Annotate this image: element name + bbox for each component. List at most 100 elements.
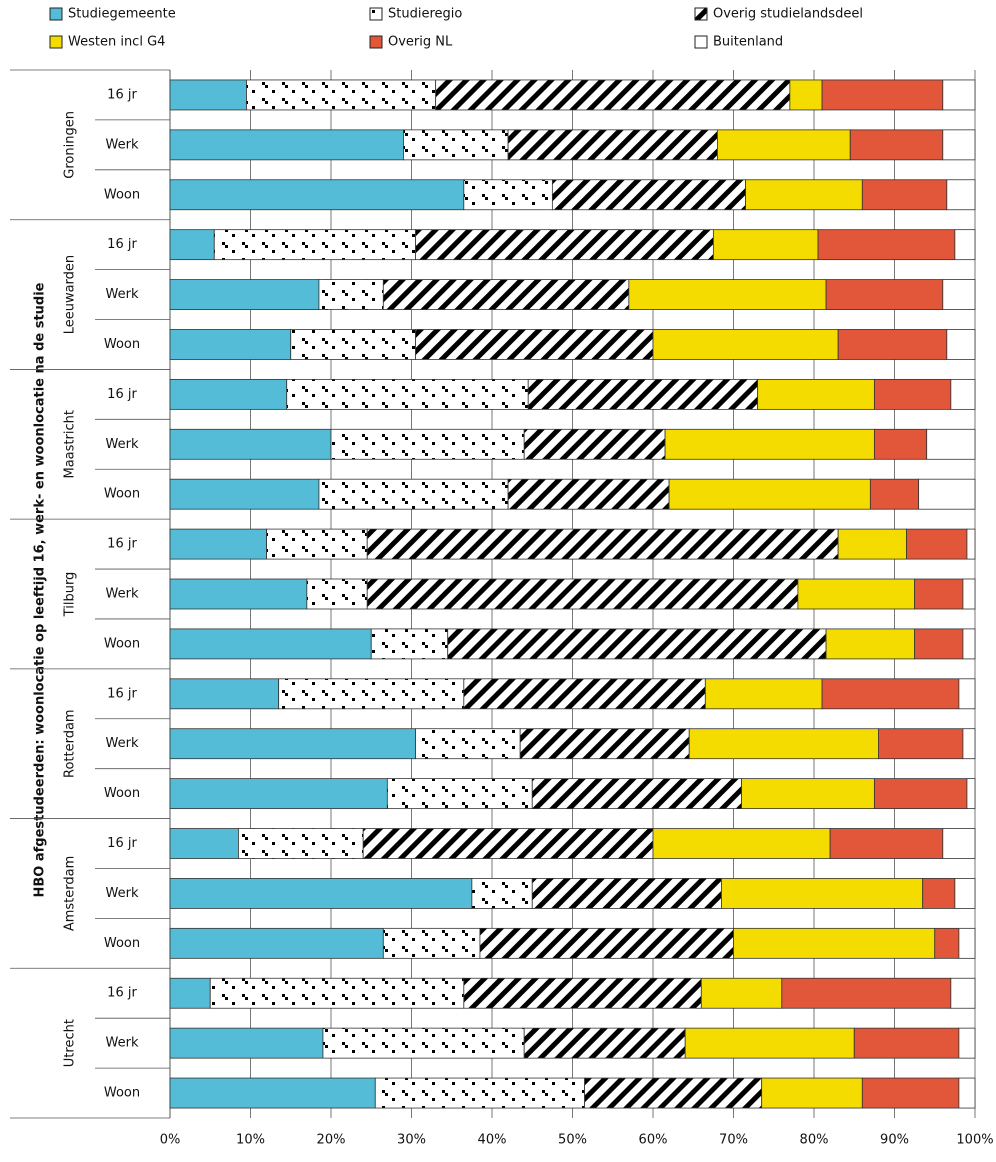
bar-segment bbox=[551, 179, 746, 211]
bar-segment bbox=[914, 628, 964, 660]
category-label: Woon bbox=[104, 786, 140, 801]
bar-segment bbox=[652, 329, 839, 360]
bar-segment bbox=[946, 179, 976, 211]
y-axis-title: HBO afgestudeerden: woonlocatie op leeft… bbox=[33, 282, 48, 897]
x-tick-label: 20% bbox=[317, 1133, 346, 1148]
bar-segment bbox=[757, 378, 875, 410]
category-label: Werk bbox=[106, 1036, 139, 1051]
bar-segment bbox=[471, 878, 533, 909]
bar-segment bbox=[958, 927, 976, 959]
bar-segment bbox=[479, 927, 734, 959]
bar-segment bbox=[362, 828, 654, 859]
bar-segment bbox=[942, 129, 976, 161]
bar-segment bbox=[507, 129, 718, 161]
bar-segment bbox=[169, 528, 267, 560]
bar-segment bbox=[873, 778, 968, 810]
category-label: 16 jr bbox=[107, 87, 137, 102]
bar-segment bbox=[926, 428, 976, 460]
bar-segment bbox=[861, 179, 948, 211]
bar-segment bbox=[415, 329, 654, 360]
x-tick-label: 80% bbox=[800, 1133, 829, 1148]
bar-segment bbox=[527, 378, 759, 410]
bar-segment bbox=[238, 828, 364, 859]
bar-segment bbox=[922, 878, 956, 909]
bar-segment bbox=[415, 728, 521, 760]
bar-segment bbox=[821, 79, 944, 111]
bar-segment bbox=[169, 1077, 376, 1109]
bar-segment bbox=[797, 578, 916, 610]
bar-segment bbox=[741, 778, 875, 810]
bar-segment bbox=[761, 1077, 863, 1109]
bar-segment bbox=[463, 678, 706, 710]
bar-segment bbox=[169, 279, 320, 310]
category-label: 16 jr bbox=[107, 237, 137, 252]
bar-segment bbox=[322, 1027, 525, 1059]
legend-label: Studiegemeente bbox=[68, 7, 176, 22]
bar-segment bbox=[954, 229, 976, 261]
bar-segment bbox=[869, 478, 920, 510]
category-label: 16 jr bbox=[107, 387, 137, 402]
group-label: Rotterdam bbox=[63, 709, 78, 778]
bar-segment bbox=[330, 428, 525, 460]
legend-swatch bbox=[369, 35, 383, 49]
bar-segment bbox=[966, 778, 976, 810]
bar-segment bbox=[684, 1027, 855, 1059]
group-label: Amsterdam bbox=[63, 856, 78, 931]
bar-segment bbox=[169, 179, 465, 211]
bar-segment bbox=[745, 179, 863, 211]
bar-segment bbox=[382, 927, 481, 959]
x-tick-label: 70% bbox=[719, 1133, 748, 1148]
category-label: Werk bbox=[106, 287, 139, 302]
legend-label: Overig NL bbox=[388, 35, 453, 50]
bar-segment bbox=[946, 329, 976, 360]
bar-segment bbox=[169, 1027, 324, 1059]
bar-segment bbox=[374, 1077, 585, 1109]
group-label: Tilburg bbox=[63, 572, 78, 618]
bar-segment bbox=[519, 728, 690, 760]
bar-segment bbox=[290, 329, 416, 360]
bar-segment bbox=[849, 129, 944, 161]
bar-segment bbox=[717, 129, 851, 161]
bar-segment bbox=[366, 528, 839, 560]
bar-segment bbox=[403, 129, 509, 161]
bar-segment bbox=[837, 528, 907, 560]
bar-segment bbox=[829, 828, 944, 859]
bar-segment bbox=[628, 279, 827, 310]
group-label: Utrecht bbox=[63, 1019, 78, 1067]
bar-segment bbox=[286, 378, 529, 410]
bar-segment bbox=[531, 778, 742, 810]
bar-segment bbox=[213, 229, 416, 261]
category-label: Woon bbox=[104, 337, 140, 352]
bar-segment bbox=[688, 728, 879, 760]
bar-segment bbox=[721, 878, 924, 909]
bar-segment bbox=[366, 578, 799, 610]
bar-segment bbox=[962, 728, 976, 760]
x-tick-label: 30% bbox=[397, 1133, 426, 1148]
bar-segment bbox=[906, 528, 968, 560]
bar-segment bbox=[664, 428, 875, 460]
bar-segment bbox=[169, 129, 404, 161]
bar-segment bbox=[873, 378, 952, 410]
bar-segment bbox=[789, 79, 823, 111]
bar-segment bbox=[934, 927, 960, 959]
bar-segment bbox=[169, 329, 292, 360]
bar-segment bbox=[169, 378, 288, 410]
bar-segment bbox=[209, 977, 465, 1009]
legend-swatch bbox=[694, 35, 708, 49]
category-label: Woon bbox=[104, 1086, 140, 1101]
bar-segment bbox=[712, 229, 819, 261]
bar-segment bbox=[853, 1027, 960, 1059]
bar-segment bbox=[704, 678, 823, 710]
legend-swatch bbox=[369, 7, 383, 21]
bar-segment bbox=[169, 678, 280, 710]
bar-segment bbox=[733, 927, 936, 959]
bar-segment bbox=[318, 279, 384, 310]
category-label: Werk bbox=[106, 587, 139, 602]
bar-segment bbox=[652, 828, 831, 859]
bar-segment bbox=[169, 428, 332, 460]
bar-segment bbox=[958, 678, 976, 710]
bar-segment bbox=[531, 878, 722, 909]
bar-segment bbox=[966, 528, 976, 560]
bar-segment bbox=[942, 279, 976, 310]
